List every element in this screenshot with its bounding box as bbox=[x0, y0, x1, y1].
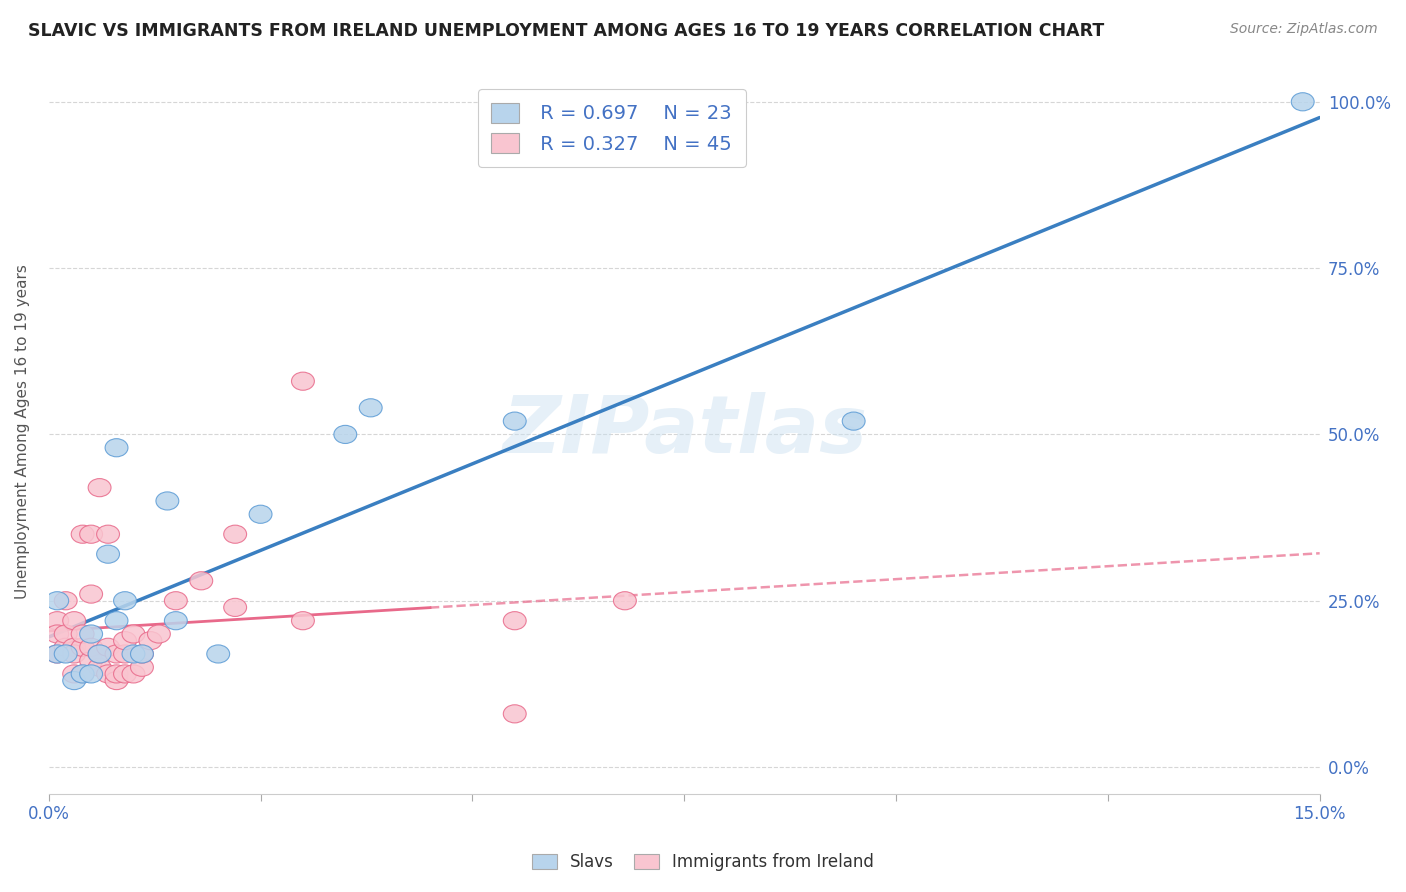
Text: Source: ZipAtlas.com: Source: ZipAtlas.com bbox=[1230, 22, 1378, 37]
Ellipse shape bbox=[97, 665, 120, 683]
Ellipse shape bbox=[63, 672, 86, 690]
Ellipse shape bbox=[842, 412, 865, 430]
Ellipse shape bbox=[97, 545, 120, 563]
Ellipse shape bbox=[114, 645, 136, 663]
Ellipse shape bbox=[165, 612, 187, 630]
Ellipse shape bbox=[72, 525, 94, 543]
Y-axis label: Unemployment Among Ages 16 to 19 years: Unemployment Among Ages 16 to 19 years bbox=[15, 264, 30, 599]
Ellipse shape bbox=[46, 625, 69, 643]
Ellipse shape bbox=[63, 612, 86, 630]
Legend: Slavs, Immigrants from Ireland: Slavs, Immigrants from Ireland bbox=[523, 845, 883, 880]
Ellipse shape bbox=[89, 645, 111, 663]
Ellipse shape bbox=[131, 658, 153, 676]
Ellipse shape bbox=[291, 612, 315, 630]
Ellipse shape bbox=[224, 599, 246, 616]
Ellipse shape bbox=[105, 612, 128, 630]
Ellipse shape bbox=[105, 672, 128, 690]
Ellipse shape bbox=[291, 372, 315, 391]
Ellipse shape bbox=[97, 525, 120, 543]
Ellipse shape bbox=[72, 665, 94, 683]
Ellipse shape bbox=[46, 591, 69, 610]
Ellipse shape bbox=[207, 645, 229, 663]
Ellipse shape bbox=[80, 585, 103, 603]
Ellipse shape bbox=[80, 651, 103, 670]
Ellipse shape bbox=[148, 625, 170, 643]
Ellipse shape bbox=[122, 665, 145, 683]
Ellipse shape bbox=[503, 412, 526, 430]
Ellipse shape bbox=[224, 525, 246, 543]
Ellipse shape bbox=[131, 645, 153, 663]
Ellipse shape bbox=[156, 491, 179, 510]
Ellipse shape bbox=[114, 665, 136, 683]
Ellipse shape bbox=[80, 639, 103, 657]
Ellipse shape bbox=[105, 665, 128, 683]
Ellipse shape bbox=[613, 591, 637, 610]
Ellipse shape bbox=[89, 645, 111, 663]
Ellipse shape bbox=[122, 645, 145, 663]
Ellipse shape bbox=[122, 625, 145, 643]
Ellipse shape bbox=[55, 625, 77, 643]
Ellipse shape bbox=[165, 591, 187, 610]
Ellipse shape bbox=[97, 639, 120, 657]
Ellipse shape bbox=[72, 625, 94, 643]
Ellipse shape bbox=[139, 632, 162, 649]
Ellipse shape bbox=[503, 612, 526, 630]
Ellipse shape bbox=[105, 439, 128, 457]
Ellipse shape bbox=[72, 639, 94, 657]
Ellipse shape bbox=[55, 639, 77, 657]
Ellipse shape bbox=[55, 645, 77, 663]
Ellipse shape bbox=[46, 645, 69, 663]
Ellipse shape bbox=[249, 505, 271, 524]
Ellipse shape bbox=[190, 572, 212, 590]
Ellipse shape bbox=[63, 639, 86, 657]
Ellipse shape bbox=[46, 645, 69, 663]
Ellipse shape bbox=[131, 645, 153, 663]
Ellipse shape bbox=[1291, 93, 1315, 111]
Ellipse shape bbox=[89, 658, 111, 676]
Legend:  R = 0.697    N = 23,  R = 0.327    N = 45: R = 0.697 N = 23, R = 0.327 N = 45 bbox=[478, 89, 745, 167]
Ellipse shape bbox=[80, 625, 103, 643]
Ellipse shape bbox=[72, 665, 94, 683]
Ellipse shape bbox=[80, 525, 103, 543]
Ellipse shape bbox=[105, 645, 128, 663]
Text: SLAVIC VS IMMIGRANTS FROM IRELAND UNEMPLOYMENT AMONG AGES 16 TO 19 YEARS CORRELA: SLAVIC VS IMMIGRANTS FROM IRELAND UNEMPL… bbox=[28, 22, 1104, 40]
Ellipse shape bbox=[63, 665, 86, 683]
Ellipse shape bbox=[114, 591, 136, 610]
Ellipse shape bbox=[114, 632, 136, 649]
Ellipse shape bbox=[46, 612, 69, 630]
Ellipse shape bbox=[333, 425, 357, 443]
Ellipse shape bbox=[360, 399, 382, 417]
Ellipse shape bbox=[63, 645, 86, 663]
Ellipse shape bbox=[89, 479, 111, 497]
Ellipse shape bbox=[503, 705, 526, 723]
Ellipse shape bbox=[55, 591, 77, 610]
Text: ZIPatlas: ZIPatlas bbox=[502, 392, 866, 470]
Ellipse shape bbox=[80, 665, 103, 683]
